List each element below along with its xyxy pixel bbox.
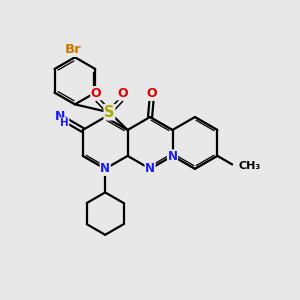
Text: S: S xyxy=(104,105,115,120)
Text: N: N xyxy=(167,150,178,163)
Text: N: N xyxy=(100,162,110,175)
Text: O: O xyxy=(91,87,101,100)
Text: O: O xyxy=(147,87,158,100)
Text: N: N xyxy=(145,162,155,175)
Text: Br: Br xyxy=(65,44,82,56)
Text: N: N xyxy=(54,110,65,123)
Text: O: O xyxy=(117,87,128,100)
Text: CH₃: CH₃ xyxy=(238,161,261,171)
Text: H: H xyxy=(60,118,69,128)
